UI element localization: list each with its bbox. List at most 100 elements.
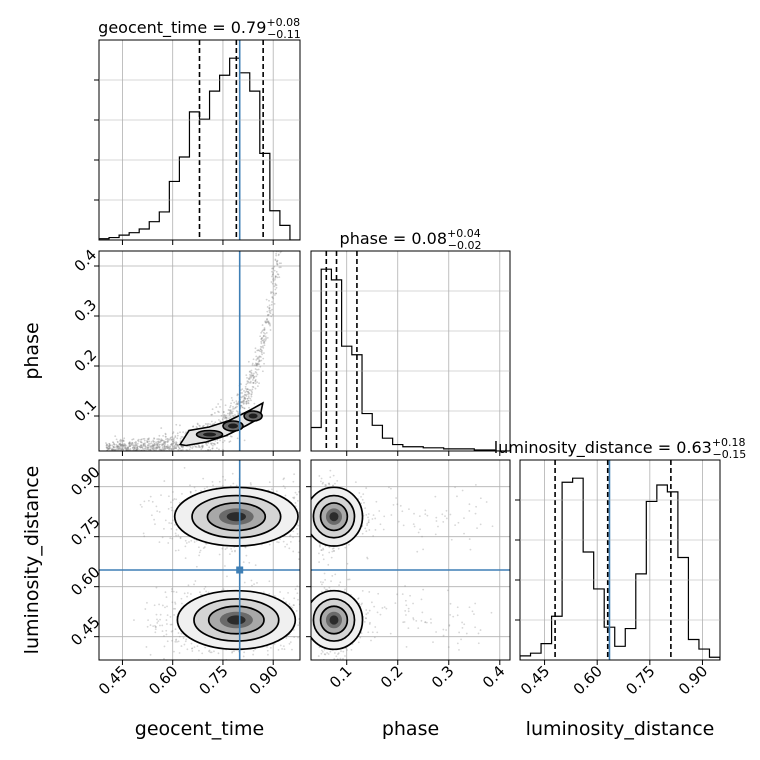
phase-marginal-bin-6: [372, 425, 382, 451]
phase-vs-geocent_time-point: [146, 441, 149, 443]
phase-vs-geocent_time-point: [153, 437, 155, 440]
phase-vs-geocent_time-point: [247, 395, 250, 398]
luminosity_distance-vs-geocent_time-point: [304, 619, 306, 621]
geocent_time-marginal: geocent_time = 0.79+0.08 −0.11: [94, 16, 301, 245]
phase-vs-geocent_time-point: [201, 447, 204, 449]
phase-vs-geocent_time-point: [240, 401, 242, 404]
phase-vs-geocent_time-point: [153, 440, 155, 443]
phase-vs-geocent_time-point: [119, 443, 122, 446]
luminosity_distance-marginal-bin-15: [678, 557, 689, 660]
phase-vs-geocent_time-point: [110, 448, 113, 451]
phase-vs-geocent_time-point: [172, 442, 175, 445]
luminosity_distance-vs-geocent_time-point: [176, 640, 178, 643]
luminosity_distance-vs-geocent_time-point: [185, 542, 188, 544]
luminosity_distance-marginal-bin-17: [699, 649, 710, 660]
phase-vs-geocent_time-point: [204, 455, 206, 457]
luminosity_distance-vs-phase-point: [456, 606, 459, 609]
phase-vs-geocent_time-point: [260, 331, 263, 334]
phase-vs-geocent_time-point: [254, 378, 257, 381]
luminosity_distance-vs-phase-point: [442, 628, 445, 631]
luminosity_distance-vs-geocent_time-point: [288, 603, 291, 605]
phase-vs-geocent_time-point: [254, 379, 257, 382]
phase-vs-geocent_time-point: [153, 454, 155, 456]
phase-vs-geocent_time-point: [282, 215, 284, 217]
phase-vs-geocent_time-point: [121, 444, 124, 447]
phase-vs-geocent_time-point: [260, 356, 262, 358]
phase-vs-geocent_time-point: [139, 452, 141, 454]
phase-vs-geocent_time-point: [252, 358, 255, 361]
phase-vs-geocent_time-point: [166, 447, 169, 450]
phase-vs-geocent_time-point: [124, 444, 127, 446]
luminosity_distance-vs-phase-point: [319, 543, 321, 546]
phase-vs-geocent_time-point: [140, 454, 142, 456]
phase-vs-geocent_time-point: [109, 444, 112, 447]
phase-vs-geocent_time-point: [284, 192, 286, 194]
phase-vs-geocent_time-point: [135, 448, 138, 451]
phase-vs-geocent_time-point: [157, 445, 160, 448]
luminosity_distance-xlabel: luminosity_distance: [526, 718, 715, 740]
luminosity_distance-vs-phase-point: [425, 621, 428, 624]
luminosity_distance-vs-geocent_time-point: [249, 664, 251, 666]
phase-vs-geocent_time-point: [236, 403, 239, 406]
phase-vs-geocent_time-point: [127, 446, 129, 449]
phase-vs-geocent_time-point: [269, 324, 271, 327]
phase-vs-geocent_time-point: [256, 357, 259, 360]
phase-vs-geocent_time-point: [107, 447, 110, 450]
luminosity_distance-vs-geocent_time-point: [203, 546, 206, 548]
luminosity_distance-vs-geocent_time-point: [174, 640, 177, 643]
phase-vs-geocent_time-point: [263, 329, 266, 332]
phase-vs-geocent_time-point: [189, 462, 191, 464]
phase-vs-geocent_time-point: [169, 445, 171, 448]
phase-vs-geocent_time-point: [202, 445, 205, 447]
luminosity_distance-vs-phase-point: [392, 503, 395, 506]
geocent_time-marginal-bin-3: [129, 233, 139, 240]
luminosity_distance-vs-phase-point: [318, 552, 320, 555]
phase-vs-geocent_time-point: [290, 132, 292, 134]
phase-vs-geocent_time-point: [247, 390, 250, 393]
phase-vs-geocent_time-point: [268, 322, 271, 324]
phase-vs-geocent_time-point: [253, 375, 256, 378]
geocent_time-marginal-frame: [98, 39, 301, 241]
phase-vs-geocent_time-point: [284, 198, 286, 200]
luminosity_distance-vs-geocent_time-point: [189, 484, 191, 487]
phase-vs-geocent_time-point: [284, 211, 286, 213]
phase-vs-geocent_time-point: [254, 380, 257, 382]
phase-vs-geocent_time-point: [164, 435, 167, 438]
geocent_time-marginal-bin-13: [230, 58, 240, 240]
phase-vs-geocent_time-point: [267, 320, 270, 323]
phase-vs-geocent_time-point: [296, 48, 298, 50]
luminosity_distance-vs-geocent_time-point: [189, 490, 192, 493]
luminosity_distance-vs-phase-point: [323, 587, 326, 589]
luminosity_distance-vs-phase-point: [469, 548, 472, 551]
luminosity_distance-vs-geocent_time-point: [296, 585, 299, 588]
phase-vs-geocent_time-point: [272, 272, 275, 274]
luminosity_distance-vs-geocent_time-point: [175, 528, 178, 531]
phase-vs-geocent_time-point: [128, 442, 130, 445]
phase-vs-geocent_time-point: [298, 12, 300, 14]
phase-vs-geocent_time-point: [262, 329, 264, 332]
phase-vs-geocent_time-point: [292, 100, 294, 102]
phase-vs-geocent_time-point: [236, 405, 238, 408]
luminosity_distance-vs-geocent_time-point: [186, 648, 189, 651]
phase-vs-geocent_time-point: [135, 444, 137, 447]
phase-vs-geocent_time-point: [282, 205, 284, 207]
phase-vs-geocent_time-point: [124, 447, 127, 450]
phase-vs-geocent_time-point: [263, 352, 265, 354]
phase-vs-geocent_time-point: [152, 444, 155, 447]
phase-vs-geocent_time-point: [293, 92, 295, 94]
luminosity_distance-vs-geocent_time-point: [230, 548, 233, 550]
phase-vs-geocent_time-point: [188, 445, 191, 448]
phase-vs-geocent_time-point: [280, 262, 282, 265]
phase-vs-geocent_time-point: [155, 446, 158, 449]
luminosity_distance-vs-geocent_time-point: [282, 645, 285, 648]
phase-vs-geocent_time-point: [251, 364, 254, 366]
phase-vs-geocent_time-point: [221, 418, 224, 421]
luminosity_distance-vs-geocent_time-point: [174, 607, 177, 610]
phase-vs-geocent_time-point: [192, 425, 195, 428]
phase-vs-geocent_time-point: [245, 374, 248, 377]
luminosity_distance-vs-geocent_time-xticklabel-1: 0.60: [145, 662, 181, 698]
phase-vs-geocent_time-point: [139, 446, 142, 449]
luminosity_distance-vs-geocent_time-point: [256, 582, 258, 584]
luminosity_distance-vs-geocent_time-point: [151, 500, 154, 503]
phase-vs-geocent_time-point: [282, 216, 284, 218]
